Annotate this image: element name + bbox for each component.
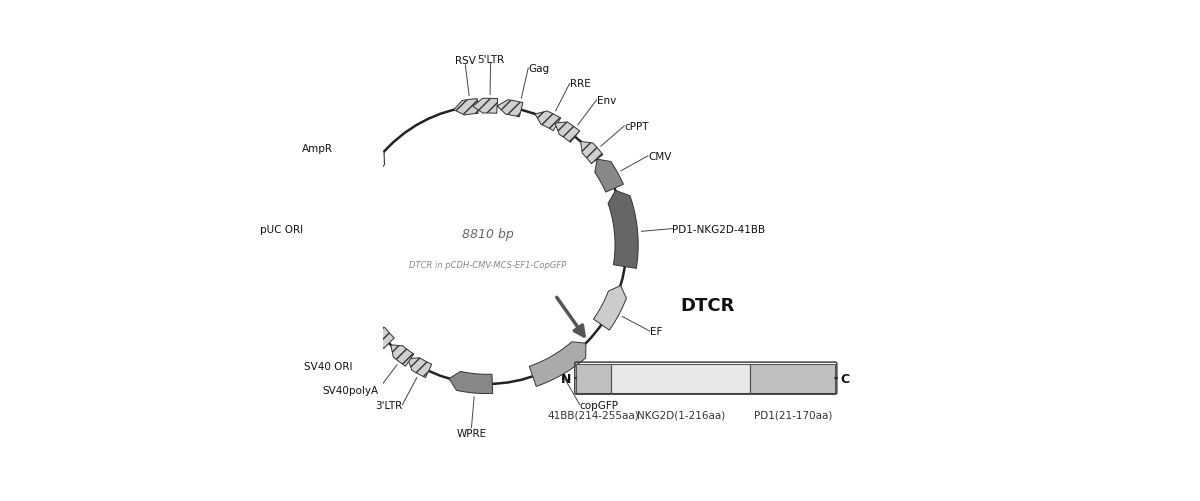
Text: DTCR: DTCR	[680, 296, 734, 314]
Text: RSV: RSV	[455, 56, 475, 66]
Polygon shape	[529, 342, 586, 387]
Bar	[750, 364, 835, 393]
Polygon shape	[408, 358, 432, 378]
Text: Gag: Gag	[528, 64, 550, 74]
Text: Env: Env	[596, 96, 616, 106]
Polygon shape	[594, 286, 626, 331]
Text: cPPT: cPPT	[624, 122, 649, 132]
Text: CMV: CMV	[648, 151, 672, 161]
Text: WPRE: WPRE	[456, 428, 486, 438]
Text: SV40 ORI: SV40 ORI	[305, 361, 353, 371]
Text: 8810 bp: 8810 bp	[462, 227, 514, 240]
Polygon shape	[391, 345, 414, 367]
Polygon shape	[497, 101, 523, 118]
Polygon shape	[337, 191, 366, 253]
Text: N: N	[562, 372, 571, 385]
Text: copGFP: copGFP	[580, 400, 619, 410]
Text: 3'LTR: 3'LTR	[376, 400, 402, 410]
Polygon shape	[581, 142, 602, 164]
Polygon shape	[535, 112, 560, 131]
Text: PD1(21-170aa): PD1(21-170aa)	[754, 410, 832, 420]
Text: C: C	[840, 372, 850, 385]
Text: AmpR: AmpR	[301, 144, 332, 154]
Text: pUC ORI: pUC ORI	[260, 224, 304, 234]
Text: NKG2D(1-216aa): NKG2D(1-216aa)	[636, 410, 725, 420]
Polygon shape	[454, 99, 479, 116]
Text: SV40polyA: SV40polyA	[323, 385, 378, 395]
Polygon shape	[608, 191, 638, 269]
Text: EF: EF	[649, 326, 662, 336]
Polygon shape	[373, 325, 395, 349]
Polygon shape	[354, 152, 385, 188]
Text: 41BB(214-255aa): 41BB(214-255aa)	[548, 410, 640, 420]
Text: RRE: RRE	[570, 79, 590, 89]
Text: PD1-NKG2D-41BB: PD1-NKG2D-41BB	[672, 224, 766, 234]
Text: DTCR in pCDH-CMV-MCS-EF1-CopGFP: DTCR in pCDH-CMV-MCS-EF1-CopGFP	[409, 260, 566, 269]
Polygon shape	[473, 99, 498, 114]
Polygon shape	[554, 123, 580, 143]
Polygon shape	[449, 372, 493, 394]
Bar	[576, 364, 611, 393]
Bar	[611, 364, 750, 393]
Text: 5'LTR: 5'LTR	[476, 55, 504, 65]
Polygon shape	[595, 160, 623, 193]
